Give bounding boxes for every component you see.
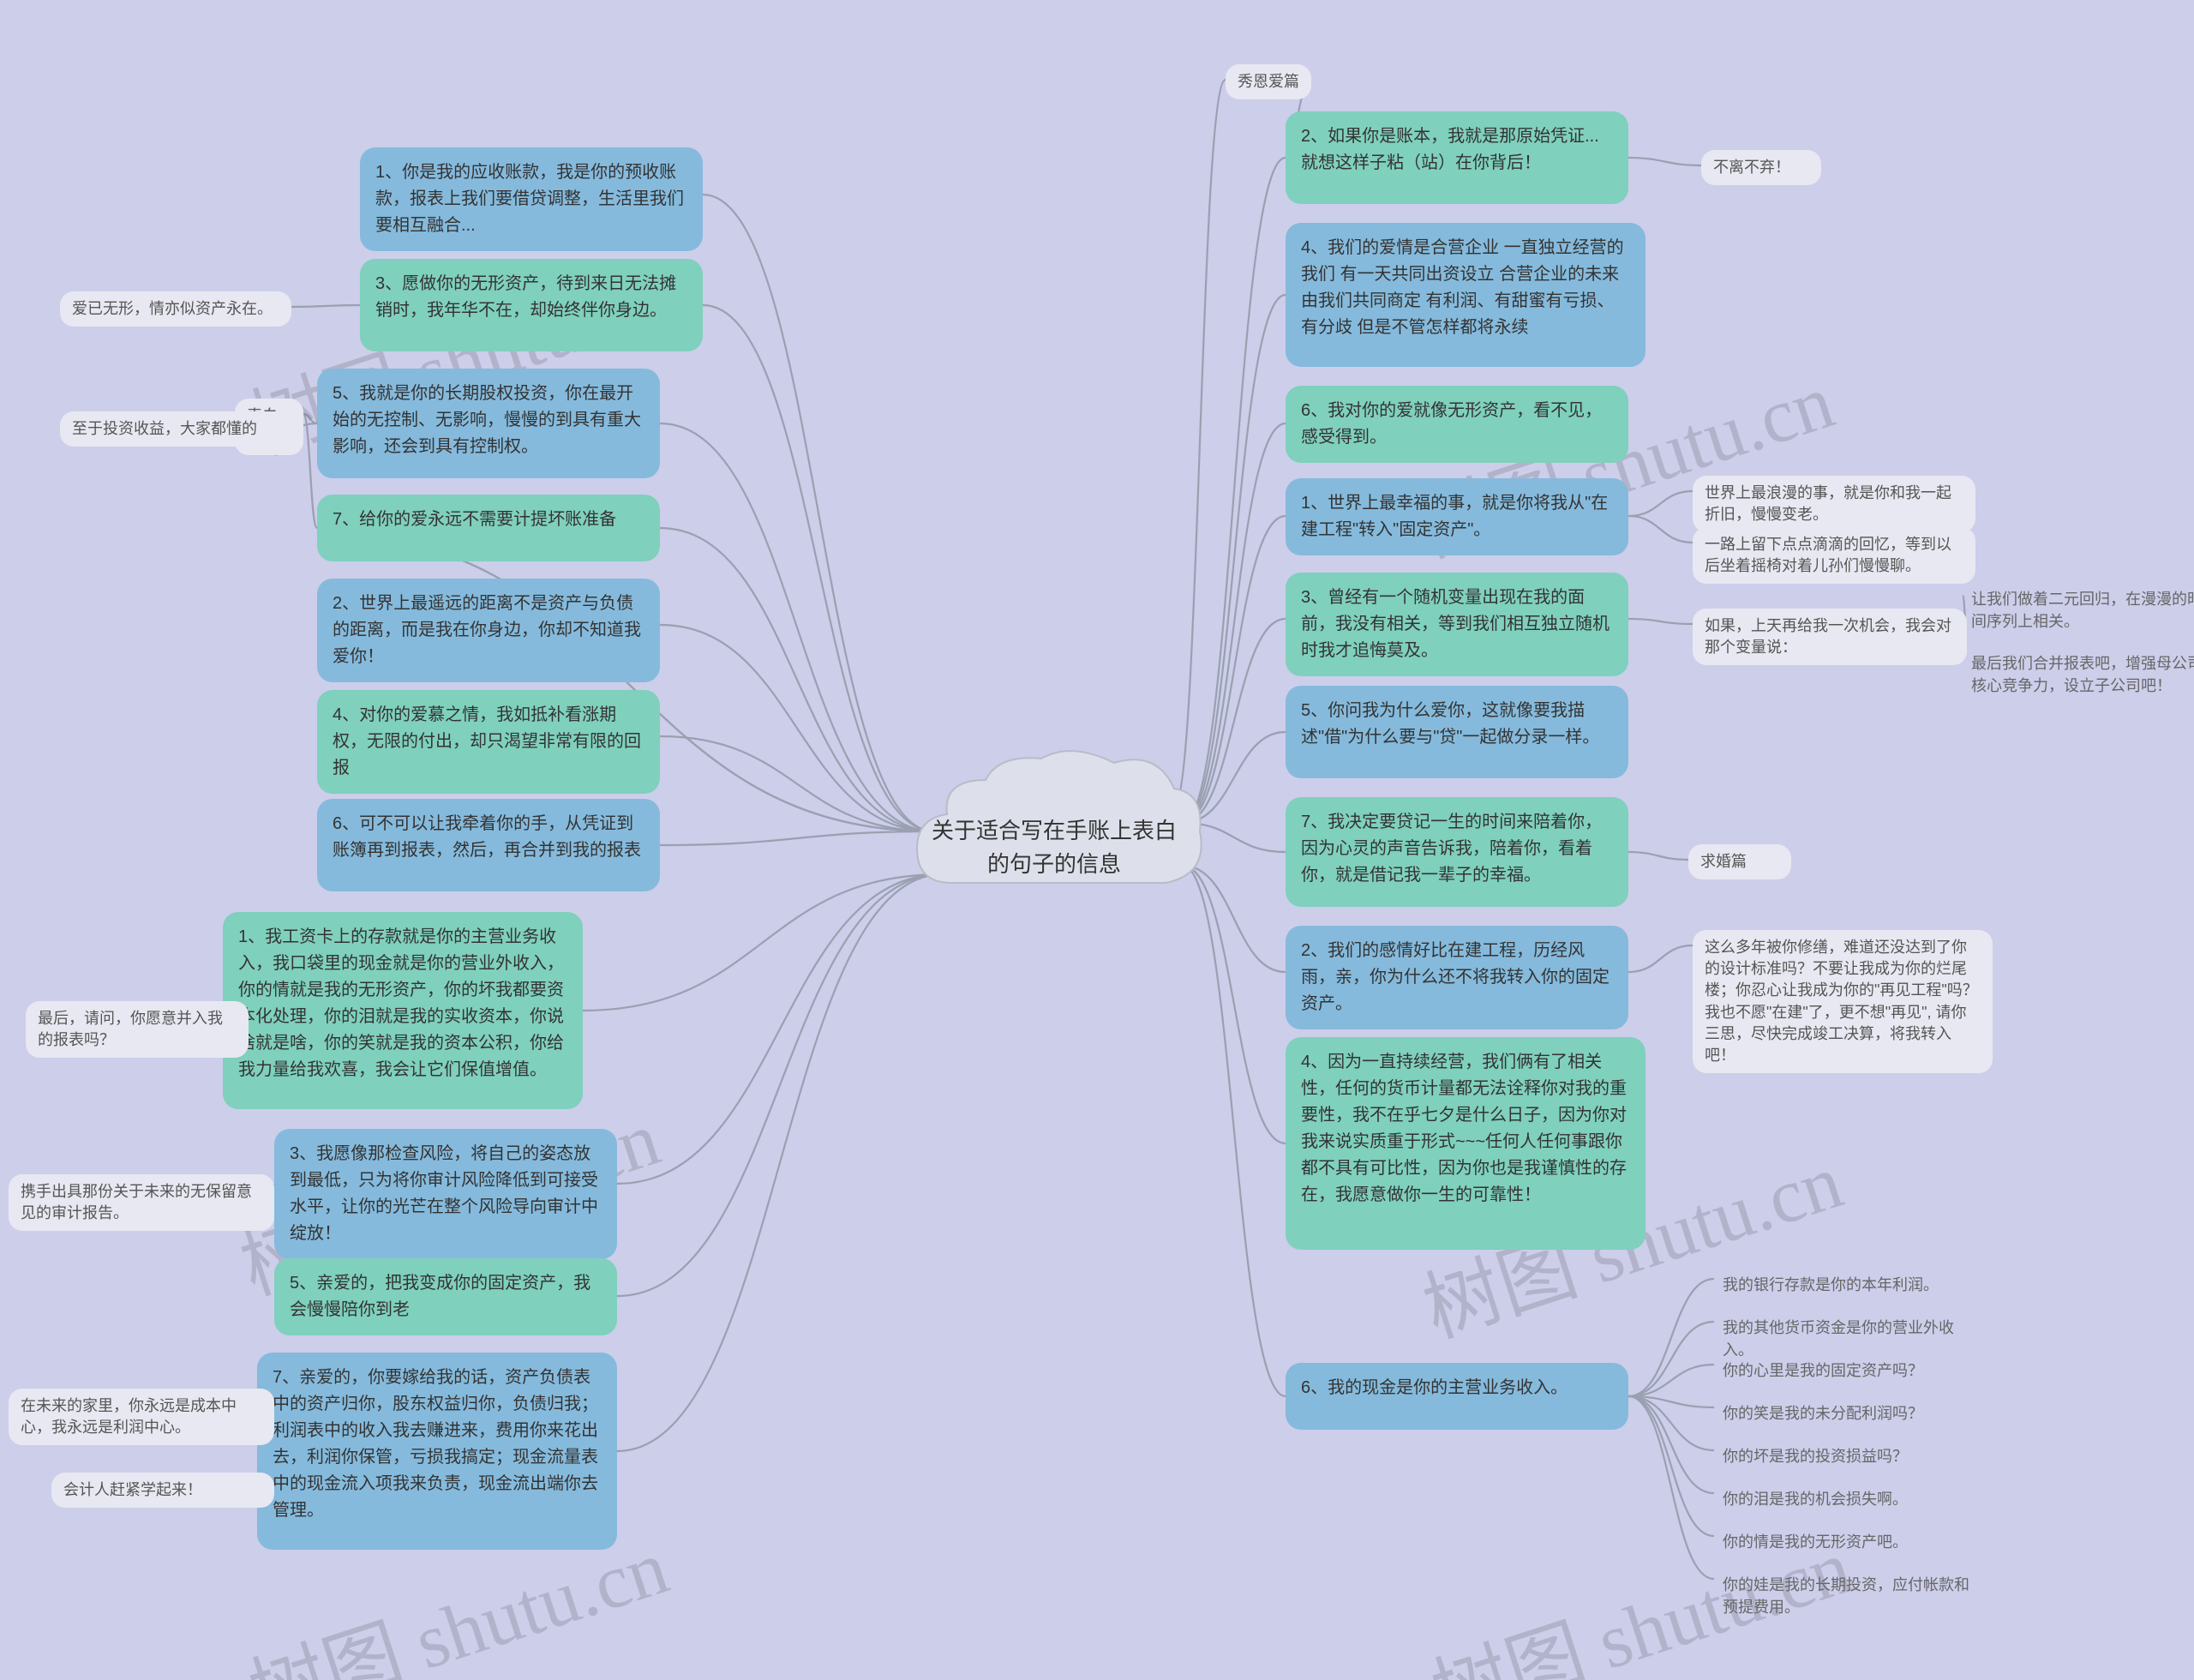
left-node-L3b: 3、我愿像那检查风险，将自己的姿态放到最低，只为将你审计风险降低到可接受水平，让… xyxy=(274,1129,617,1259)
left-node-L5b: 5、亲爱的，把我变成你的固定资产，我会慢慢陪你到老 xyxy=(274,1258,617,1335)
right-subnote: 让我们做着二元回归，在漫漫的时间序列上相关。 xyxy=(1963,583,2194,638)
right-node-R7: 7、我决定要贷记一生的时间来陪着你，因为心灵的声音告诉我，陪着你，看着你，就是借… xyxy=(1286,797,1628,907)
center-line1: 关于适合写在手账上表白 xyxy=(926,814,1183,848)
left-node-L3: 3、愿做你的无形资产，待到来日无法摊销时，我年华不在，却始终伴你身边。 xyxy=(360,259,703,351)
r6b-leaf: 你的坏是我的投资损益吗？ xyxy=(1714,1440,1971,1473)
left-node-L1: 1、你是我的应收账款，我是你的预收账款，报表上我们要借贷调整，生活里我们要相互融… xyxy=(360,147,703,251)
right-node-R6: 6、我对你的爱就像无形资产，看不见，感受得到。 xyxy=(1286,386,1628,463)
left-note: 最后，请问，你愿意并入我的报表吗？ xyxy=(26,1001,249,1058)
left-node-L7b: 7、亲爱的，你要嫁给我的话，资产负债表中的资产归你，股东权益归你，负债归我；利润… xyxy=(257,1353,617,1550)
left-note: 至于投资收益，大家都懂的 xyxy=(60,411,291,447)
left-node-L4: 4、对你的爱慕之情，我如抵补看涨期权，无限的付出，却只渴望非常有限的回报 xyxy=(317,690,660,794)
left-note: 在未来的家里，你永远是成本中心，我永远是利润中心。 xyxy=(9,1389,274,1445)
left-note: 爱已无形，情亦似资产永在。 xyxy=(60,291,291,327)
right-note: 这么多年被你修缮，难道还没达到了你的设计标准吗？不要让我成为你的烂尾楼；你忍心让… xyxy=(1693,930,1993,1073)
right-node-R4: 4、我们的爱情是合营企业 一直独立经营的我们 有一天共同出资设立 合营企业的未来… xyxy=(1286,223,1646,367)
left-note: 携手出具那份关于未来的无保留意见的审计报告。 xyxy=(9,1174,274,1231)
r6b-leaf: 你的泪是我的机会损失啊。 xyxy=(1714,1483,1971,1515)
r6b-leaf: 你的情是我的无形资产吧。 xyxy=(1714,1526,1971,1558)
r6b-leaf: 我的银行存款是你的本年利润。 xyxy=(1714,1269,1971,1301)
r6b-leaf: 你的娃是我的长期投资，应付帐款和预提费用。 xyxy=(1714,1569,1988,1623)
left-node-L2: 2、世界上最遥远的距离不是资产与负债的距离，而是我在你身边，你却不知道我爱你！ xyxy=(317,579,660,682)
right-subnote: 最后我们合并报表吧，增强母公司核心竞争力，设立子公司吧！ xyxy=(1963,647,2194,702)
right-node-R1: 1、世界上最幸福的事，就是你将我从"在建工程"转入"固定资产"。 xyxy=(1286,478,1628,555)
center-line2: 的句子的信息 xyxy=(926,848,1183,881)
left-node-L7: 7、给你的爱永远不需要计提坏账准备 xyxy=(317,495,660,561)
right-node-R5: 5、你问我为什么爱你，这就像要我描述"借"为什么要与"贷"一起做分录一样。 xyxy=(1286,686,1628,778)
right-title-pill: 秀恩爱篇 xyxy=(1226,64,1311,99)
right-note: 世界上最浪漫的事，就是你和我一起折旧，慢慢变老。 xyxy=(1693,476,1975,532)
left-node-L5: 5、我就是你的长期股权投资，你在最开始的无控制、无影响，慢慢的到具有重大影响，还… xyxy=(317,369,660,478)
r6b-leaf: 你的心里是我的固定资产吗？ xyxy=(1714,1354,1971,1387)
right-node-R2: 2、如果你是账本，我就是那原始凭证...就想这样子粘（站）在你背后！ xyxy=(1286,111,1628,204)
center-title: 关于适合写在手账上表白 的句子的信息 xyxy=(926,814,1183,881)
right-node-R6b: 6、我的现金是你的主营业务收入。 xyxy=(1286,1363,1628,1430)
right-node-R4b: 4、因为一直持续经营，我们俩有了相关性，任何的货币计量都无法诠释你对我的重要性，… xyxy=(1286,1037,1646,1250)
right-node-R3: 3、曾经有一个随机变量出现在我的面前，我没有相关，等到我们相互独立随机时我才追悔… xyxy=(1286,573,1628,676)
r6b-leaf: 你的笑是我的未分配利润吗？ xyxy=(1714,1397,1971,1430)
right-note: 求婚篇 xyxy=(1688,844,1791,879)
left-node-L6: 6、可不可以让我牵着你的手，从凭证到账簿再到报表，然后，再合并到我的报表 xyxy=(317,799,660,891)
right-note: 如果，上天再给我一次机会，我会对那个变量说： xyxy=(1693,609,1967,665)
left-node-L1b: 1、我工资卡上的存款就是你的主营业务收入，我口袋里的现金就是你的营业外收入，你的… xyxy=(223,912,583,1109)
right-note: 不离不弃！ xyxy=(1701,150,1821,185)
left-note: 会计人赶紧学起来！ xyxy=(51,1473,274,1508)
right-note: 一路上留下点点滴滴的回忆，等到以后坐着摇椅对着儿孙们慢慢聊。 xyxy=(1693,527,1975,584)
right-node-R2b: 2、我们的感情好比在建工程，历经风雨，亲，你为什么还不将我转入你的固定资产。 xyxy=(1286,926,1628,1029)
